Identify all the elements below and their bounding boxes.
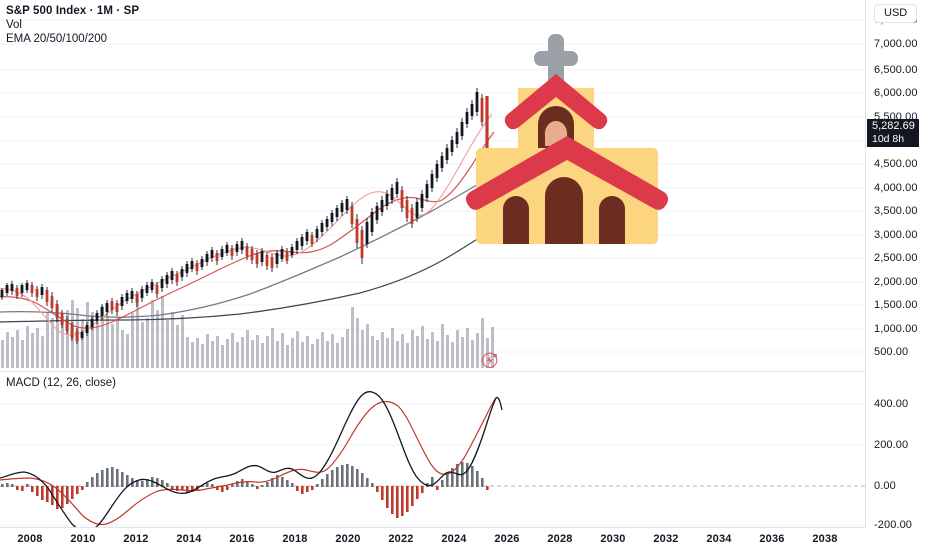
lightning-bolt-icon xyxy=(486,355,493,366)
macd-signal-line xyxy=(0,397,497,526)
time-tick: 2038 xyxy=(812,533,838,545)
last-price-tag[interactable]: 5,282.69 10d 8h xyxy=(867,119,919,147)
door-center xyxy=(545,177,583,244)
price-tick: 3,500.00 xyxy=(874,205,918,217)
time-tick: 2016 xyxy=(229,533,255,545)
price-tick: 4,500.00 xyxy=(874,158,918,170)
macd-gridlines xyxy=(0,403,866,526)
time-tick: 2022 xyxy=(388,533,414,545)
price-tick: 3,000.00 xyxy=(874,229,918,241)
macd-tick: -200.00 xyxy=(874,519,913,531)
time-tick: 2034 xyxy=(706,533,732,545)
ema-50-line xyxy=(0,131,495,329)
bar-countdown: 10d 8h xyxy=(872,132,905,145)
ema-200-line xyxy=(0,227,496,323)
time-tick: 2030 xyxy=(600,533,626,545)
time-tick: 2024 xyxy=(441,533,467,545)
price-tick: 2,000.00 xyxy=(874,276,918,288)
time-tick: 2028 xyxy=(547,533,573,545)
time-tick: 2014 xyxy=(176,533,202,545)
macd-tick: 400.00 xyxy=(874,398,909,410)
time-tick: 2020 xyxy=(335,533,361,545)
door-right xyxy=(599,196,625,244)
time-scale[interactable]: 2008 2010 2012 2014 2016 2018 2020 2022 … xyxy=(0,527,866,550)
price-tick: 2,500.00 xyxy=(874,252,918,264)
watermark-logo-badge[interactable] xyxy=(481,350,500,369)
time-tick: 2026 xyxy=(494,533,520,545)
price-tick: 1,000.00 xyxy=(874,323,918,335)
chart-plot-area[interactable] xyxy=(0,0,866,550)
last-price-value: 5,282.69 xyxy=(872,120,915,132)
time-tick: 2036 xyxy=(759,533,785,545)
price-tick: 1,500.00 xyxy=(874,299,918,311)
macd-tick: 200.00 xyxy=(874,439,909,451)
macd-histogram xyxy=(1,462,489,518)
pane-separator[interactable] xyxy=(0,371,866,372)
time-tick: 2018 xyxy=(282,533,308,545)
currency-badge[interactable]: USD xyxy=(874,4,918,23)
time-tick: 2008 xyxy=(17,533,43,545)
macd-tick: 0.00 xyxy=(874,480,896,492)
price-tick: 4,000.00 xyxy=(874,182,918,194)
ema-100-line xyxy=(0,175,493,318)
badge-square xyxy=(493,353,497,358)
price-gridlines xyxy=(0,19,866,353)
steeple-roof xyxy=(504,74,608,130)
time-tick: 2032 xyxy=(653,533,679,545)
price-scale[interactable]: USD 7,500.00 7,000.00 6,500.00 6,000.00 … xyxy=(865,0,932,550)
price-tick: 6,500.00 xyxy=(874,64,918,76)
price-tick: 6,000.00 xyxy=(874,87,918,99)
time-tick: 2012 xyxy=(123,533,149,545)
price-tick: 7,000.00 xyxy=(874,38,918,50)
church-emoji-sticker[interactable] xyxy=(462,24,672,250)
main-roof xyxy=(465,136,669,210)
door-left xyxy=(503,196,529,244)
price-candle-bodies xyxy=(0,92,484,341)
time-tick: 2010 xyxy=(70,533,96,545)
macd-line xyxy=(0,391,503,533)
price-tick: 500.00 xyxy=(874,346,909,358)
